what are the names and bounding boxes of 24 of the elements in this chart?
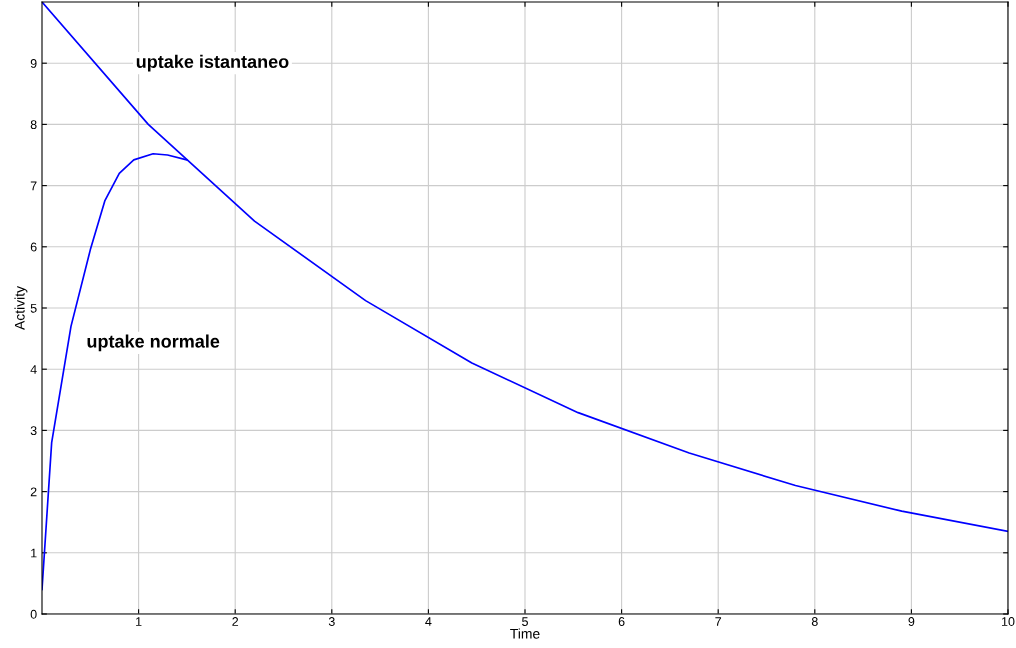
y-tick-label: 2 [30,487,37,497]
y-tick-label: 4 [30,365,37,374]
x-tick-label: 8 [811,617,818,626]
y-tick-label: 0 [30,609,37,619]
x-tick-label: 2 [232,617,239,626]
x-tick-label: 5 [522,617,528,626]
x-tick-label: 4 [425,617,432,626]
x-tick-label: 10 [1002,617,1015,626]
annotation: uptake normale [87,334,220,352]
y-tick-label: 7 [30,181,37,191]
y-tick-label: 6 [30,242,37,252]
annotation: uptake istantaneo [136,54,289,72]
y-tick-label: 3 [30,426,37,436]
y-tick-label: 1 [31,548,37,558]
y-tick-label: 8 [30,120,37,130]
x-axis-title: Time [510,628,540,639]
x-tick-label: 9 [908,617,915,626]
x-tick-label: 3 [328,617,335,626]
x-tick-label: 7 [715,617,722,626]
x-tick-label: 6 [618,617,625,626]
y-tick-label: 5 [30,303,37,313]
y-tick-label: 9 [30,59,37,68]
x-tick-label: 1 [136,617,142,626]
y-axis-title: Activity [14,286,28,330]
